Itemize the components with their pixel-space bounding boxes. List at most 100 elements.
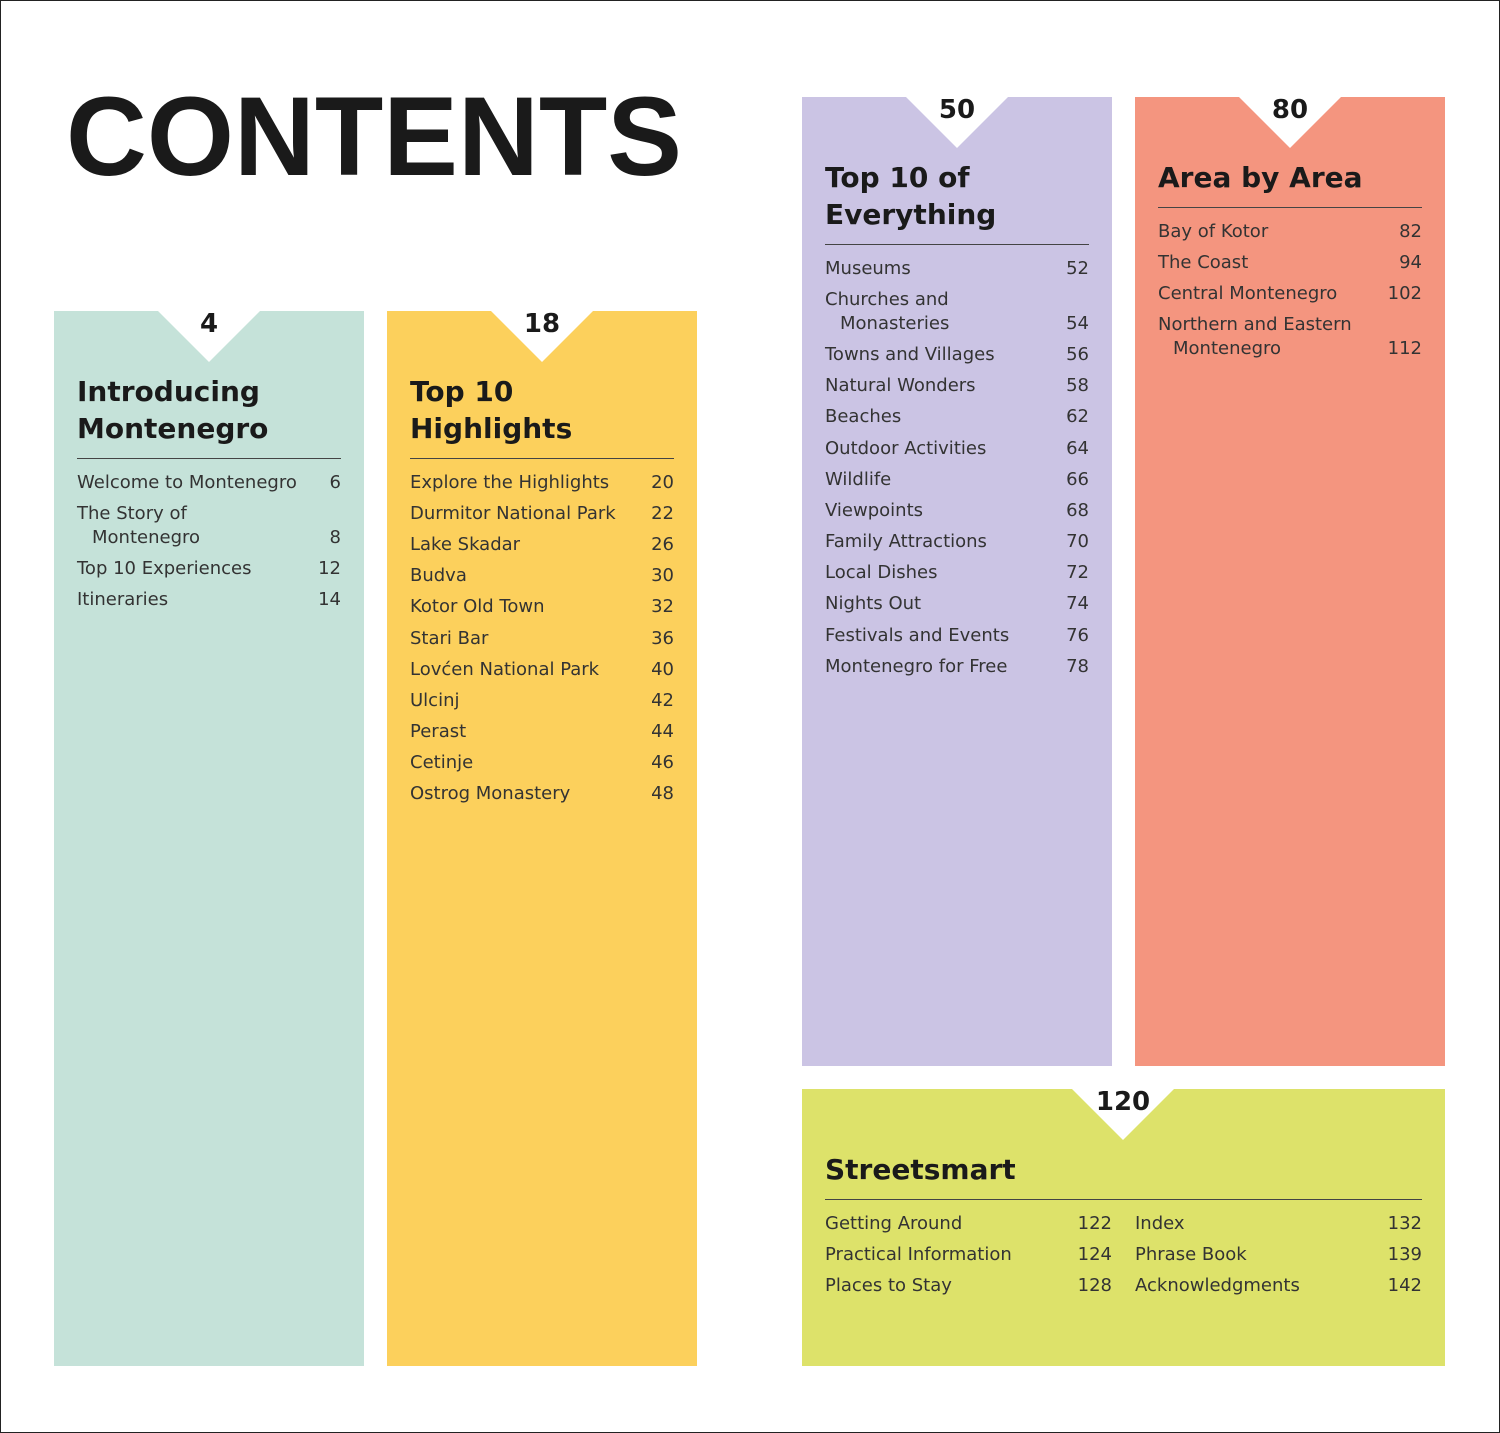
entry-columns: Bay of Kotor 82 The Coast 94 Central Montene… [1158, 208, 1422, 365]
entry-page: 36 [651, 627, 674, 649]
entry: Nights Out 74 [825, 589, 1089, 620]
entry-page: 44 [651, 721, 674, 743]
divider [410, 458, 674, 459]
entry-label: Natural Wonders [825, 375, 976, 397]
entry-column: Explore the Highlights 20 Durmitor Nationa… [410, 467, 674, 810]
entry: Ostrog Monastery 48 [410, 779, 674, 810]
entry: Montenegro for Free 78 [825, 651, 1089, 682]
entry-columns: Museums 52 Churches and Monasteries 54 Towns… [825, 245, 1089, 682]
entry-label: Northern and Eastern Montenegro [1158, 314, 1352, 360]
entry: Acknowledgments 142 [1135, 1270, 1422, 1301]
entry-label: Museums [825, 257, 911, 279]
entry-page: 82 [1399, 220, 1422, 242]
entry: Outdoor Activities 64 [825, 433, 1089, 464]
entry-label: Family Attractions [825, 531, 987, 553]
entry-label: Wildlife [825, 468, 892, 490]
entry: Beaches 62 [825, 402, 1089, 433]
section-title: Area by Area [1158, 161, 1363, 194]
entry-label: Kotor Old Town [410, 596, 545, 618]
entry-page: 142 [1387, 1274, 1422, 1296]
entry: Durmitor National Park 22 [410, 498, 674, 529]
entry-label: Phrase Book [1135, 1243, 1247, 1265]
section-panel: 120 Streetsmart Getting Around 122 Practical… [802, 1089, 1445, 1366]
section-page: 18 [523, 309, 561, 339]
entry-label: Explore the Highlights [410, 471, 610, 493]
entry: Wildlife 66 [825, 464, 1089, 495]
entry: Northern and Eastern Montenegro 112 [1158, 310, 1422, 365]
entry: Perast 44 [410, 717, 674, 748]
entry-label: Acknowledgments [1135, 1274, 1300, 1296]
entry: Local Dishes 72 [825, 558, 1089, 589]
entry-page: 46 [651, 752, 674, 774]
entry-label: Places to Stay [825, 1274, 952, 1296]
entry-label: Central Montenegro [1158, 282, 1338, 304]
entry-page: 70 [1066, 531, 1089, 553]
entry: Central Montenegro 102 [1158, 278, 1422, 309]
entry-page: 58 [1066, 375, 1089, 397]
entry: Lovćen National Park 40 [410, 654, 674, 685]
entry-page: 72 [1066, 562, 1089, 584]
entry-label: Viewpoints [825, 499, 923, 521]
notch [906, 97, 1008, 148]
entry-label: Montenegro for Free [825, 655, 1008, 677]
entry-page: 74 [1066, 593, 1089, 615]
entry-label: Lake Skadar [410, 533, 521, 555]
entry-label: Lovćen National Park [410, 658, 600, 680]
section-page: 120 [1095, 1087, 1151, 1117]
entry-label: Ulcinj [410, 689, 460, 711]
entry-page: 102 [1387, 282, 1422, 304]
section-title: Introducing Montenegro [77, 375, 269, 445]
section-panel: 50 Top 10 of Everything Museums 52 Churches … [802, 97, 1112, 1066]
entry-page: 48 [651, 783, 674, 805]
entry-page: 66 [1066, 468, 1089, 490]
entry: Ulcinj 42 [410, 685, 674, 716]
entry-columns: Getting Around 122 Practical Information 12… [825, 1200, 1422, 1302]
entry-column: Welcome to Montenegro 6 The Story of Monte… [77, 467, 341, 616]
notch-shape [1072, 1089, 1174, 1140]
entry-page: 68 [1066, 499, 1089, 521]
entry-label: Bay of Kotor [1158, 220, 1269, 242]
notch [158, 311, 260, 362]
entry-column: Museums 52 Churches and Monasteries 54 Towns… [825, 253, 1089, 682]
entry-page: 22 [651, 502, 674, 524]
entry-page: 124 [1077, 1243, 1112, 1265]
entry-page: 32 [651, 596, 674, 618]
notch [1239, 97, 1341, 148]
divider [825, 1199, 1422, 1200]
entry: Places to Stay 128 [825, 1270, 1112, 1301]
entry-label: Local Dishes [825, 562, 938, 584]
section-page: 80 [1271, 95, 1309, 125]
notch-shape [906, 97, 1008, 148]
entry-columns: Welcome to Montenegro 6 The Story of Monte… [77, 459, 341, 616]
entry: Itineraries 14 [77, 585, 341, 616]
entry-page: 56 [1066, 343, 1089, 365]
entry-page: 139 [1387, 1243, 1422, 1265]
entry-label: Budva [410, 565, 467, 587]
divider [825, 244, 1089, 245]
entry: Museums 52 [825, 253, 1089, 284]
section-panel: 4 Introducing Montenegro Welcome to Monten… [54, 311, 364, 1366]
section-title: Streetsmart [825, 1153, 1016, 1186]
entry-label: Getting Around [825, 1212, 963, 1234]
entry: Practical Information 124 [825, 1239, 1112, 1270]
entry-page: 122 [1077, 1212, 1112, 1234]
entry-label: Festivals and Events [825, 624, 1010, 646]
entry-label: Towns and Villages [825, 343, 995, 365]
section-page: 4 [199, 309, 219, 339]
entry-column: Getting Around 122 Practical Information 12… [825, 1208, 1112, 1302]
entry-label: Ostrog Monastery [410, 783, 571, 805]
entry-label: Perast [410, 721, 467, 743]
entry: Explore the Highlights 20 [410, 467, 674, 498]
entry-label: Nights Out [825, 593, 922, 615]
entry-label: Beaches [825, 406, 902, 428]
entry-page: 54 [1066, 312, 1089, 334]
entry-label: Practical Information [825, 1243, 1012, 1265]
entry-page: 26 [651, 533, 674, 555]
entry-label: Stari Bar [410, 627, 489, 649]
entry: Towns and Villages 56 [825, 339, 1089, 370]
entry: Getting Around 122 [825, 1208, 1112, 1239]
entry-column: Bay of Kotor 82 The Coast 94 Central Montene… [1158, 216, 1422, 365]
entry: Lake Skadar 26 [410, 529, 674, 560]
entry: The Story of Montenegro 8 [77, 498, 341, 553]
entry-label: Outdoor Activities [825, 437, 987, 459]
